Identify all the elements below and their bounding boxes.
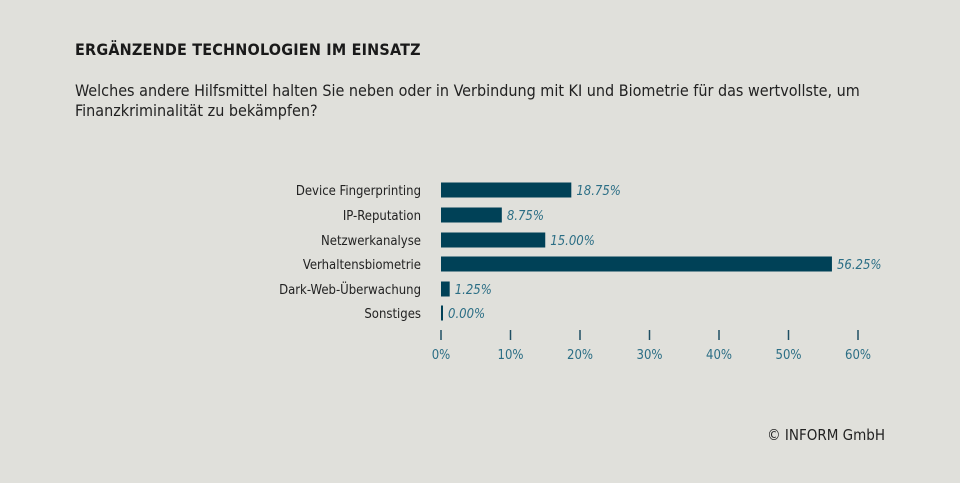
- bar: [441, 232, 546, 248]
- category-label: Device Fingerprinting: [296, 184, 421, 199]
- chart-title: ERGÄNZENDE TECHNOLOGIEN IM EINSATZ: [75, 40, 421, 59]
- bar: [441, 305, 443, 321]
- x-tick-label: 50%: [776, 348, 802, 363]
- category-label: Netzwerkanalyse: [321, 234, 421, 249]
- value-label: 18.75%: [576, 184, 621, 199]
- x-tick-label: 60%: [845, 348, 871, 363]
- category-label: Dark-Web-Überwachung: [279, 281, 421, 298]
- x-tick-label: 30%: [637, 348, 663, 363]
- category-label: Sonstiges: [364, 307, 421, 322]
- x-tick-label: 20%: [567, 348, 593, 363]
- category-label: IP-Reputation: [343, 209, 421, 224]
- bar: [441, 256, 832, 272]
- value-label: 56.25%: [837, 258, 882, 273]
- x-tick-label: 10%: [498, 348, 524, 363]
- bar: [441, 207, 502, 223]
- chart-subtitle: Welches andere Hilfsmittel halten Sie ne…: [75, 81, 860, 120]
- bar: [441, 182, 572, 198]
- x-tick-label: 0%: [432, 348, 451, 363]
- value-label: 8.75%: [507, 209, 544, 224]
- bar: [441, 281, 450, 297]
- x-tick-label: 40%: [706, 348, 732, 363]
- category-label: Verhaltensbiometrie: [303, 258, 421, 273]
- copyright: © INFORM GmbH: [767, 426, 885, 444]
- value-label: 0.00%: [448, 307, 485, 322]
- value-label: 15.00%: [550, 234, 595, 249]
- value-label: 1.25%: [455, 283, 492, 298]
